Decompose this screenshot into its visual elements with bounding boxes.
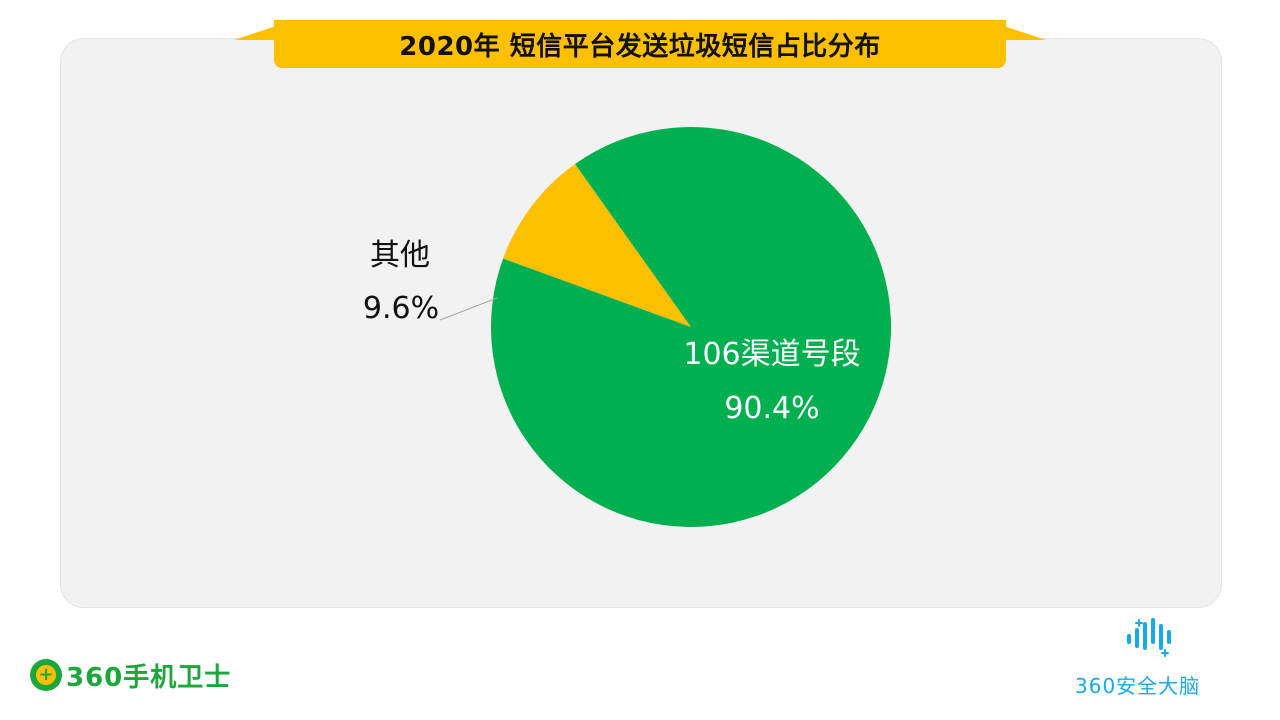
pie-slice-other <box>503 164 691 327</box>
sound-wave-icon <box>1127 618 1171 657</box>
pie-slice-106-channel <box>491 126 891 527</box>
title-banner: 2020年 短信平台发送垃圾短信占比分布 <box>274 20 1006 68</box>
slice-label-main-value: 90.4% <box>724 391 819 426</box>
slice-label-other-name: 其他 <box>370 238 430 273</box>
chart-title: 2020年 短信平台发送垃圾短信占比分布 <box>399 31 881 62</box>
logo-360-security-brain: 360安全大脑 <box>1075 618 1235 698</box>
logo-360-mobile-guard: + 360手机卫士 <box>30 657 231 693</box>
leader-line-other <box>439 297 498 321</box>
slice-label-other-value: 9.6% <box>363 291 439 326</box>
360-shield-icon: + <box>30 659 62 691</box>
logo-plus-mark: + <box>36 665 56 685</box>
slice-label-main-name: 106渠道号段 <box>683 337 860 372</box>
logo-left-text: 360手机卫士 <box>66 662 232 693</box>
logo-right-text: 360安全大脑 <box>1075 674 1201 698</box>
